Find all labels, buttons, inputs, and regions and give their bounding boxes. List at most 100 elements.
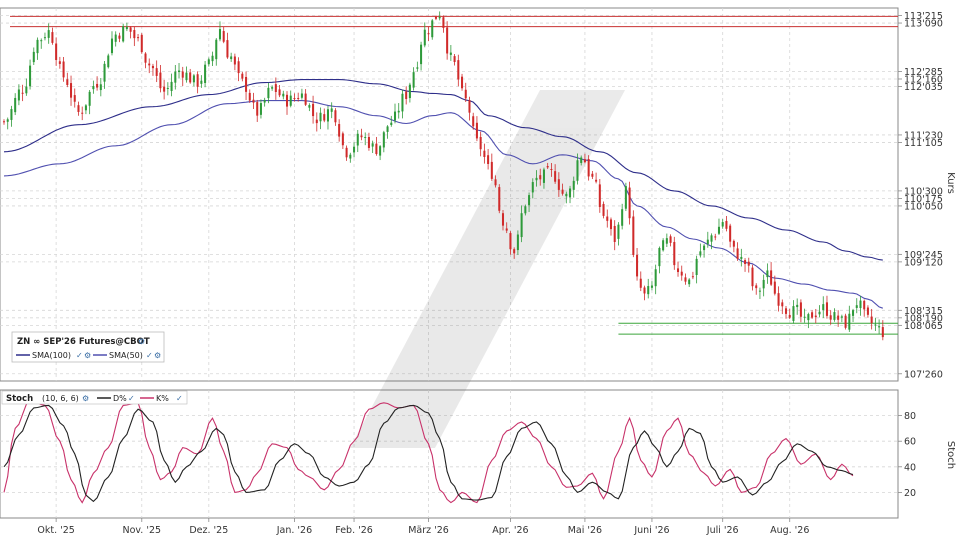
candle	[338, 119, 341, 142]
candle	[315, 112, 318, 132]
candle	[241, 71, 244, 82]
candle	[721, 219, 724, 229]
candle	[755, 283, 758, 295]
candle	[397, 103, 400, 119]
candle	[710, 233, 713, 250]
stoch-params: (10, 6, 6)	[42, 394, 79, 403]
candle	[814, 308, 817, 324]
y-tick-label: 108'190	[904, 313, 943, 324]
y-axis-label-stoch: Stoch	[945, 441, 956, 469]
candle	[222, 27, 225, 44]
candle	[427, 26, 430, 42]
candle	[606, 209, 609, 228]
candle	[650, 281, 653, 291]
candle	[524, 204, 527, 216]
candle	[40, 38, 43, 49]
horizontal-lines	[10, 15, 898, 335]
candle	[110, 31, 114, 56]
x-tick-label: Aug. '26	[770, 525, 809, 536]
candle	[550, 163, 553, 177]
sma100-check-icon[interactable]: ✓	[76, 351, 83, 360]
candle	[215, 38, 218, 66]
candle	[632, 210, 635, 258]
candle	[569, 185, 572, 204]
y-tick-label: 113'090	[904, 19, 943, 30]
stoch-settings-icon[interactable]: ⚙	[82, 394, 89, 403]
candle	[326, 105, 329, 130]
candle	[341, 131, 344, 149]
candle	[621, 203, 624, 230]
candle	[364, 132, 367, 146]
candle	[565, 191, 568, 204]
candle	[766, 263, 769, 284]
candle	[271, 85, 274, 91]
candle	[654, 264, 657, 295]
y-tick-label: 108'065	[904, 321, 943, 332]
candle	[703, 243, 706, 258]
candle	[181, 66, 184, 87]
candle	[360, 128, 363, 141]
candle	[572, 176, 575, 198]
candle	[140, 33, 143, 54]
candle	[762, 274, 765, 297]
candle	[490, 153, 493, 181]
candle	[367, 132, 370, 151]
candle	[628, 181, 631, 225]
symbol-settings-icon[interactable]: ⚙	[138, 337, 145, 346]
candle	[178, 62, 181, 79]
stoch-y-tick-label: 80	[904, 411, 916, 422]
y-tick-label: 112'160	[904, 74, 943, 85]
stoch-k-line	[3, 399, 854, 504]
stoch-d-line	[3, 404, 854, 503]
candle	[617, 222, 620, 246]
candle	[829, 310, 832, 325]
main-legend[interactable]: ZN ∞ SEP'26 Futures@CBOT ⚙ SMA(100) ✓ ⚙ …	[11, 331, 165, 363]
candle	[129, 26, 132, 39]
candle	[297, 92, 300, 102]
d-check-icon[interactable]: ✓	[128, 394, 135, 403]
candle	[431, 19, 434, 40]
candle	[207, 57, 210, 67]
candle	[528, 192, 531, 213]
d-legend-label: D%	[113, 394, 127, 403]
candle	[740, 248, 743, 267]
stoch-legend[interactable]: Stoch (10, 6, 6) ⚙ D% ✓ K% ✓	[1, 390, 188, 405]
candle	[252, 92, 255, 110]
candle	[274, 77, 277, 100]
candle	[356, 129, 359, 153]
candle	[624, 182, 627, 212]
candle	[21, 84, 24, 102]
candle	[662, 238, 665, 252]
candle	[148, 58, 151, 74]
sma100-settings-icon[interactable]: ⚙	[84, 351, 91, 360]
candle	[874, 317, 877, 331]
sma50-check-icon[interactable]: ✓	[146, 351, 153, 360]
candle	[483, 143, 486, 164]
y-tick-label: 107'260	[904, 369, 943, 380]
candle	[155, 60, 158, 83]
x-tick-label: Mai '26	[568, 525, 602, 536]
y-tick-label: 109'120	[904, 257, 943, 268]
candle	[6, 117, 9, 130]
candle	[647, 278, 650, 299]
candle	[237, 57, 240, 82]
candle	[107, 53, 110, 69]
candle	[777, 286, 780, 312]
candle	[55, 37, 58, 66]
candle	[781, 299, 784, 315]
y-tick-label: 110'300	[904, 186, 943, 197]
candle	[2, 119, 6, 125]
candle	[267, 82, 270, 104]
candle	[468, 96, 471, 121]
candle	[118, 32, 121, 43]
candle	[245, 71, 248, 101]
candle	[788, 308, 791, 320]
candle	[29, 59, 32, 90]
sma50-settings-icon[interactable]: ⚙	[154, 351, 161, 360]
candle	[837, 310, 840, 327]
k-check-icon[interactable]: ✓	[176, 394, 183, 403]
candle	[423, 22, 426, 48]
candle	[319, 107, 322, 130]
candle	[535, 170, 538, 187]
